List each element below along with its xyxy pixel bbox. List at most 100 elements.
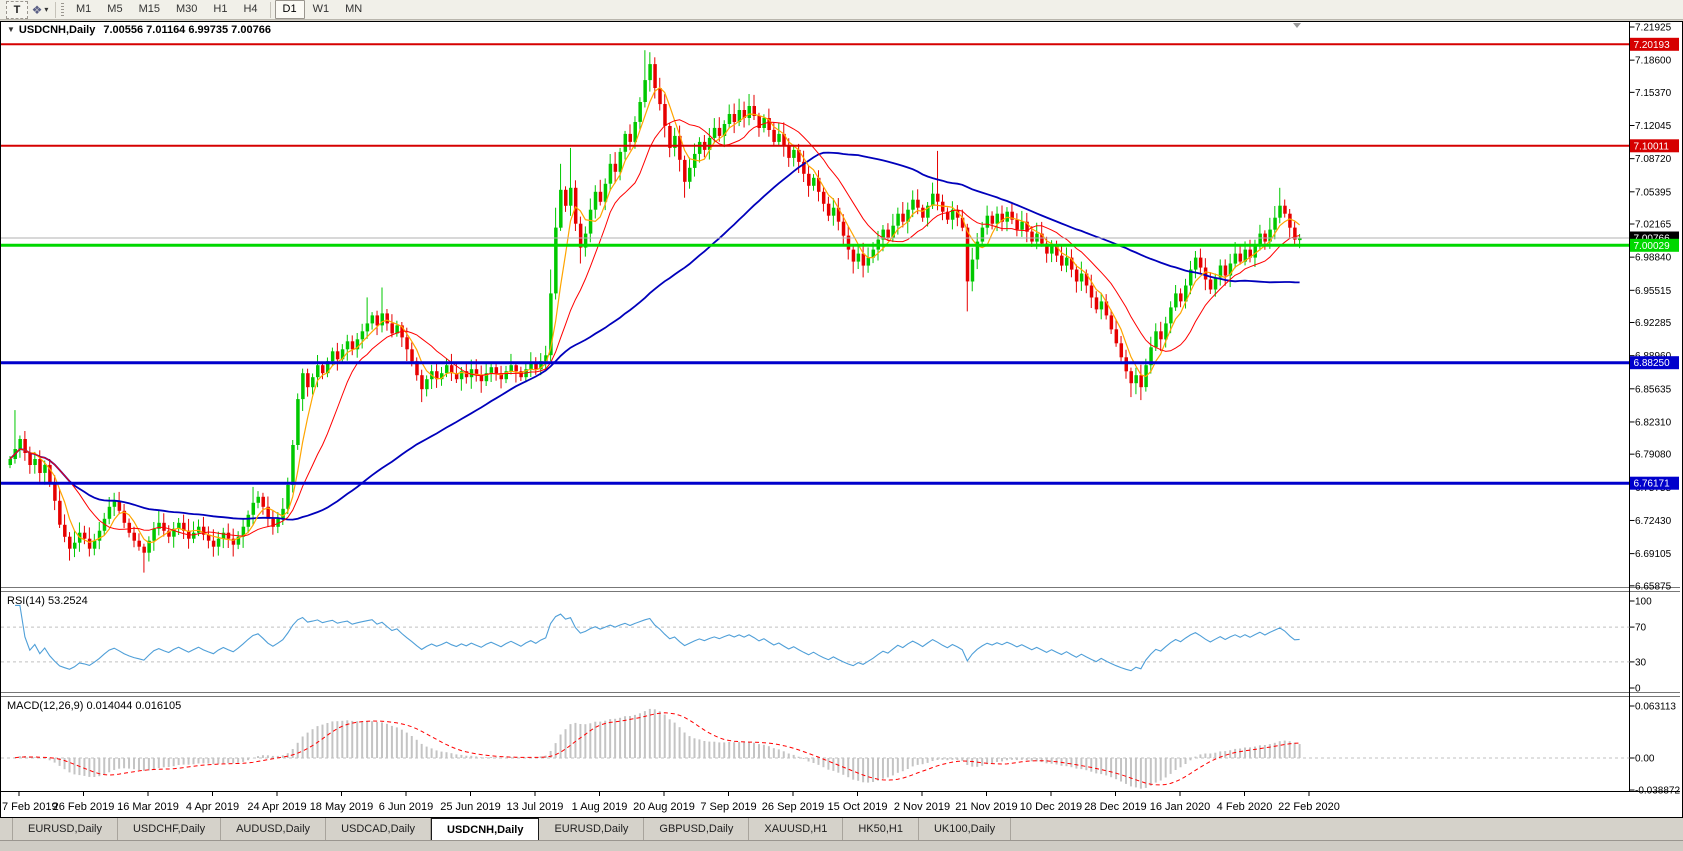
timeframe-button-h1[interactable]: H1 <box>213 3 228 15</box>
price-axis: 7.21925 7.18600 7.15370 7.12045 7.08720 7.053… <box>1629 22 1672 592</box>
date-label: 26 Sep 2019 <box>762 801 824 813</box>
tab-audusd-daily[interactable]: AUDUSD,Daily <box>221 818 327 840</box>
top-toolbar: T ❖ ▾ M1 M5 M15 M30 H1 H4 D1 W1 MN <box>0 0 1683 20</box>
text-tool-button[interactable]: T <box>6 0 28 19</box>
date-label: 24 Apr 2019 <box>247 801 306 813</box>
svg-text:6.72430: 6.72430 <box>1635 516 1672 527</box>
timeframe-button-d1[interactable]: D1 <box>274 0 305 19</box>
date-label: 4 Feb 2020 <box>1217 801 1273 813</box>
ma-slow-line <box>9 151 1300 521</box>
moving-averages <box>9 86 1300 544</box>
dropdown-arrow-icon: ▾ <box>44 5 49 14</box>
candles <box>8 50 1302 573</box>
svg-text:7.12045: 7.12045 <box>1635 121 1672 132</box>
date-label: 26 Feb 2019 <box>53 801 115 813</box>
chart-window: ▼ USDCNH,Daily 7.00556 7.01164 6.99735 7.0… <box>0 21 1683 818</box>
timeframe-button-m5[interactable]: M5 <box>107 3 123 15</box>
diamonds-icon: ❖ <box>31 2 43 17</box>
date-label: 2 Nov 2019 <box>894 801 950 813</box>
tab-gbpusd-daily[interactable]: GBPUSD,Daily <box>644 818 750 840</box>
chart-ohlc-values: 7.00556 7.01164 6.99735 7.00766 <box>103 24 271 36</box>
price-badges: 7.007667.201937.100117.000296.882506.761… <box>1630 37 1679 490</box>
svg-text:0.063113: 0.063113 <box>1635 702 1676 713</box>
toolbar-drag-handle[interactable] <box>61 2 64 17</box>
svg-text:7.15370: 7.15370 <box>1635 88 1672 99</box>
timeframe-button-h4[interactable]: H4 <box>243 3 258 15</box>
svg-text:0: 0 <box>1635 684 1641 695</box>
ma-mid-line <box>9 119 1300 537</box>
date-label: 15 Oct 2019 <box>828 801 888 813</box>
svg-text:6.88250: 6.88250 <box>1634 358 1671 369</box>
timeframe-group: M1 M5 M15 M30 H1 H4 <box>68 0 266 19</box>
svg-text:6.69105: 6.69105 <box>1635 549 1672 560</box>
date-label: 7 Sep 2019 <box>700 801 756 813</box>
svg-text:6.95515: 6.95515 <box>1635 286 1672 297</box>
chart-title: ▼ USDCNH,Daily 7.00556 7.01164 6.99735 7.0… <box>7 24 271 36</box>
svg-text:-0.038872: -0.038872 <box>1635 786 1680 797</box>
timeframe-button-w1[interactable]: W1 <box>312 3 330 15</box>
svg-text:6.82310: 6.82310 <box>1635 417 1672 428</box>
date-label: 6 Jun 2019 <box>379 801 433 813</box>
tab-usdcad-daily[interactable]: USDCAD,Daily <box>326 818 432 840</box>
date-label: 7 Feb 2019 <box>2 801 58 813</box>
svg-text:7.08720: 7.08720 <box>1635 154 1672 165</box>
tab-eurusd-daily[interactable]: EURUSD,Daily <box>13 818 118 840</box>
date-label: 1 Aug 2019 <box>572 801 628 813</box>
svg-text:7.21925: 7.21925 <box>1635 22 1672 33</box>
svg-text:0.00: 0.00 <box>1635 754 1655 765</box>
toolbar-separator <box>55 1 56 18</box>
rsi-panel: 100 70 30 0 <box>1 597 1652 695</box>
indicator-colors-button[interactable]: ❖ ▾ <box>30 2 50 18</box>
chart-symbol-label: USDCNH,Daily <box>18 24 96 36</box>
date-label: 28 Dec 2019 <box>1084 801 1146 813</box>
chart-dropdown-arrow-icon[interactable]: ▼ <box>7 25 15 34</box>
timeframe-button-m15[interactable]: M15 <box>138 3 160 15</box>
date-label: 4 Apr 2019 <box>186 801 239 813</box>
macd-indicator-label: MACD(12,26,9) 0.014044 0.016105 <box>7 700 182 712</box>
svg-text:7.10011: 7.10011 <box>1634 141 1670 152</box>
horizontal-level-lines <box>1 43 1630 485</box>
tab-bar-notch <box>0 818 13 840</box>
date-label: 13 Jul 2019 <box>507 801 564 813</box>
date-label: 10 Dec 2019 <box>1020 801 1082 813</box>
svg-text:7.20193: 7.20193 <box>1634 40 1671 51</box>
macd-panel: 0.063113 0.00 -0.038872 <box>1 702 1680 797</box>
timeframe-button-mn[interactable]: MN <box>345 3 363 15</box>
timeframe-button-m30[interactable]: M30 <box>175 3 198 15</box>
tab-uk100-daily[interactable]: UK100,Daily <box>919 818 1012 840</box>
svg-text:7.05395: 7.05395 <box>1635 187 1672 198</box>
bottom-strip <box>0 840 1683 851</box>
svg-text:6.76171: 6.76171 <box>1634 479 1671 490</box>
chart-tab-bar: EURUSD,Daily USDCHF,Daily AUDUSD,Daily USDC… <box>0 818 1683 840</box>
timeframe-button-m1[interactable]: M1 <box>76 3 92 15</box>
macd-signal-line <box>14 712 1300 786</box>
tab-usdcnh-daily[interactable]: USDCNH,Daily <box>431 818 540 840</box>
svg-text:6.85635: 6.85635 <box>1635 384 1672 395</box>
tab-usdchf-daily[interactable]: USDCHF,Daily <box>118 818 222 840</box>
svg-text:30: 30 <box>1635 657 1647 668</box>
chart-shift-marker[interactable] <box>1293 23 1301 28</box>
svg-text:7.02165: 7.02165 <box>1635 220 1672 231</box>
svg-text:7.18600: 7.18600 <box>1635 56 1672 67</box>
macd-histogram <box>13 708 1301 789</box>
price-chart-canvas[interactable]: 7.21925 7.18600 7.15370 7.12045 7.08720 7.053… <box>1 22 1680 815</box>
date-label: 16 Mar 2019 <box>117 801 179 813</box>
svg-text:6.65875: 6.65875 <box>1635 581 1672 592</box>
svg-text:70: 70 <box>1635 623 1647 634</box>
svg-text:100: 100 <box>1635 597 1652 608</box>
date-label: 20 Aug 2019 <box>633 801 695 813</box>
tab-eurusd-daily[interactable]: EURUSD,Daily <box>539 818 645 840</box>
svg-text:6.92285: 6.92285 <box>1635 318 1672 329</box>
svg-text:6.98840: 6.98840 <box>1635 253 1672 264</box>
date-label: 22 Feb 2020 <box>1278 801 1340 813</box>
tab-xauusd-h1[interactable]: XAUUSD,H1 <box>749 818 844 840</box>
date-label: 25 Jun 2019 <box>440 801 501 813</box>
date-label: 21 Nov 2019 <box>955 801 1017 813</box>
toolbar-separator <box>269 1 271 18</box>
date-label: 16 Jan 2020 <box>1150 801 1211 813</box>
tab-hk50-h1[interactable]: HK50,H1 <box>843 818 919 840</box>
svg-text:7.00029: 7.00029 <box>1634 241 1671 252</box>
rsi-line <box>15 604 1300 672</box>
svg-text:6.79080: 6.79080 <box>1635 450 1672 461</box>
date-label: 18 May 2019 <box>310 801 374 813</box>
